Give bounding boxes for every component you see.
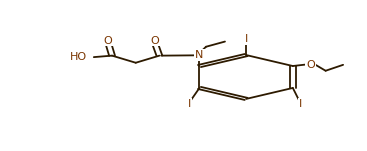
Text: N: N xyxy=(195,50,204,60)
Text: O: O xyxy=(306,59,315,69)
Text: O: O xyxy=(150,35,159,45)
Text: I: I xyxy=(188,99,191,109)
Text: I: I xyxy=(245,34,248,44)
Text: I: I xyxy=(298,99,302,109)
Text: HO: HO xyxy=(69,52,87,62)
Text: O: O xyxy=(103,35,112,45)
